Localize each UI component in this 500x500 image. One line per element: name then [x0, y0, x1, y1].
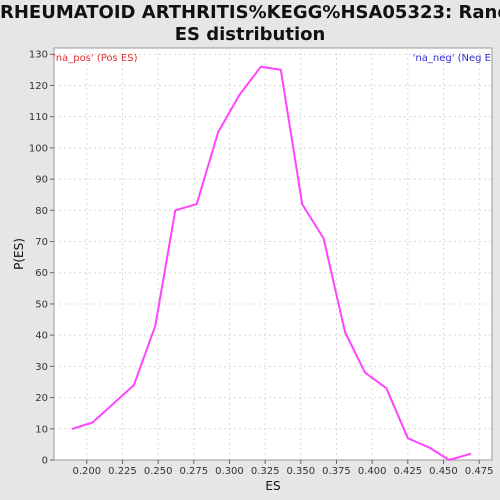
data-point	[154, 324, 157, 327]
x-tick-label: 0.300	[215, 466, 244, 477]
data-point	[260, 65, 262, 68]
y-tick-label: 0	[42, 456, 48, 467]
x-tick-label: 0.450	[429, 466, 458, 477]
y-tick-label: 70	[35, 237, 48, 248]
data-point	[217, 131, 219, 134]
x-axis-label: ES	[265, 479, 280, 493]
y-tick-label: 60	[35, 268, 48, 279]
axes: 0 10 20 30 40 50 60 70 80 90 100 110 120 130 0.200 0.22…	[29, 50, 494, 477]
y-axis-label: P(ES)	[12, 238, 26, 270]
y-tick-label: 90	[35, 175, 48, 186]
x-tick-label: 0.225	[108, 466, 137, 477]
y-tick-label: 130	[29, 50, 48, 61]
y-tick-label: 120	[29, 81, 48, 92]
y-tick-label: 40	[35, 331, 48, 342]
data-point	[174, 209, 177, 212]
x-tick-label: 0.400	[358, 466, 387, 477]
series-pos-es	[71, 65, 472, 461]
grid	[54, 48, 492, 460]
x-tick-label: 0.325	[251, 466, 280, 477]
chart-title-line2: ES distribution	[174, 24, 326, 45]
y-tick-label: 20	[35, 393, 48, 404]
data-point	[364, 371, 366, 374]
data-point	[407, 437, 409, 439]
x-tick-label: 0.350	[287, 466, 316, 477]
y-tick-label: 100	[29, 143, 48, 154]
x-tick-label: 0.275	[179, 466, 208, 477]
x-tick-label: 0.425	[394, 466, 423, 477]
chart-title-line1: RHEUMATOID ARTHRITIS%KEGG%HSA05323: Rand…	[0, 2, 500, 23]
x-tick-label: 0.375	[322, 466, 351, 477]
chart-title: RHEUMATOID ARTHRITIS%KEGG%HSA05323: Rand…	[0, 2, 500, 46]
y-tick-label: 50	[35, 299, 48, 310]
data-point	[344, 331, 346, 333]
y-tick-label: 10	[35, 424, 48, 435]
data-point	[322, 237, 325, 240]
data-point	[469, 452, 472, 455]
y-tick-label: 30	[35, 362, 48, 373]
x-tick-label: 0.200	[72, 466, 101, 477]
data-point	[71, 427, 74, 430]
data-point	[448, 459, 450, 461]
y-tick-label: 110	[29, 112, 48, 123]
data-point	[238, 94, 241, 96]
legend-pos: 'na_pos' (Pos ES)	[53, 53, 138, 64]
data-point	[195, 203, 198, 205]
data-point	[91, 421, 94, 424]
x-tick-label: 0.475	[465, 466, 494, 477]
legend-neg: 'na_neg' (Neg E	[413, 53, 491, 64]
data-point	[385, 387, 388, 390]
data-point	[280, 69, 282, 71]
y-tick-label: 80	[35, 206, 48, 217]
data-point	[301, 203, 304, 205]
data-point	[133, 384, 135, 386]
x-tick-label: 0.250	[144, 466, 173, 477]
data-point	[428, 446, 431, 449]
